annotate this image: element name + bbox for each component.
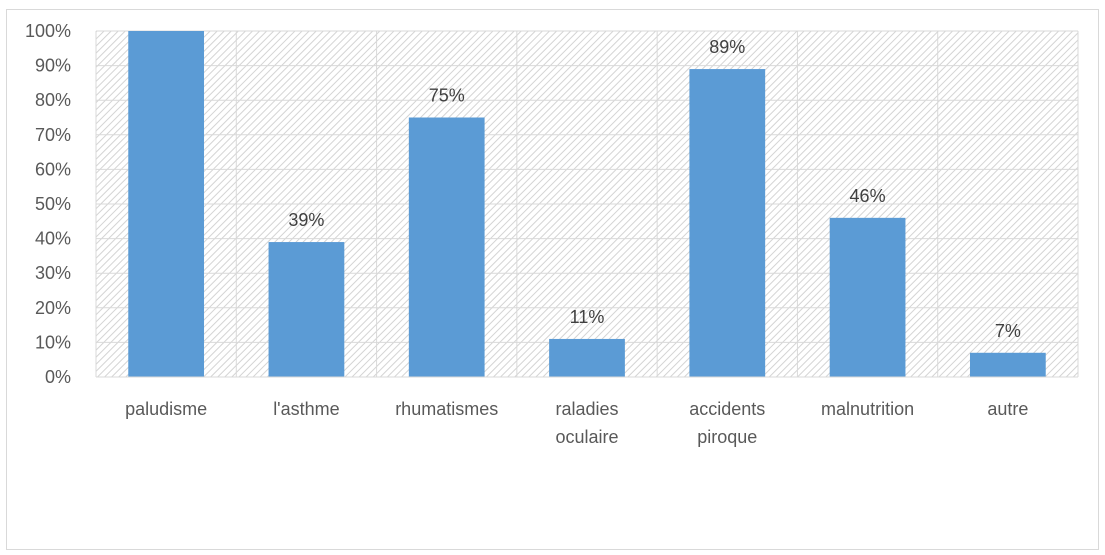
x-axis-category-labels: paludisme l'asthme rhumatismes raladies ocul…: [125, 399, 1028, 447]
x-category-label: paludisme: [125, 399, 207, 419]
bar: [969, 352, 1046, 377]
bar: [549, 338, 625, 377]
y-axis-tick-labels: 0% 10% 20% 30% 40% 50% 60% 70% 80% 90% 100%: [25, 21, 71, 387]
y-tick-label: 90%: [35, 56, 71, 76]
gridlines: [95, 30, 1079, 378]
y-tick-label: 50%: [35, 194, 71, 214]
bar: [408, 117, 485, 377]
x-category-label: malnutrition: [821, 399, 914, 419]
y-tick-label: 30%: [35, 263, 71, 283]
y-tick-label: 70%: [35, 125, 71, 145]
data-label: 46%: [850, 186, 886, 206]
data-labels: 39% 75% 11% 89% 46% 7%: [288, 37, 1020, 341]
y-tick-label: 20%: [35, 298, 71, 318]
bars: [128, 31, 1046, 377]
data-label: 89%: [709, 37, 745, 57]
x-category-label: raladies oculaire: [555, 399, 618, 447]
x-category-label: l'asthme: [273, 399, 339, 419]
data-label: 7%: [995, 321, 1021, 341]
data-label: 11%: [570, 307, 605, 327]
data-label: 39%: [288, 210, 324, 230]
y-tick-label: 80%: [35, 90, 71, 110]
x-category-label: accidents piroque: [689, 399, 765, 447]
y-tick-label: 100%: [25, 21, 71, 41]
y-tick-label: 10%: [35, 332, 71, 352]
y-tick-label: 40%: [35, 229, 71, 249]
x-category-label: rhumatismes: [395, 399, 498, 419]
data-label: 75%: [429, 86, 465, 106]
y-tick-label: 60%: [35, 159, 71, 179]
bar: [829, 217, 906, 377]
x-category-label: autre: [987, 399, 1028, 419]
bar: [268, 242, 345, 377]
bar: [689, 69, 766, 377]
bar: [128, 31, 205, 377]
y-tick-label: 0%: [45, 367, 71, 387]
